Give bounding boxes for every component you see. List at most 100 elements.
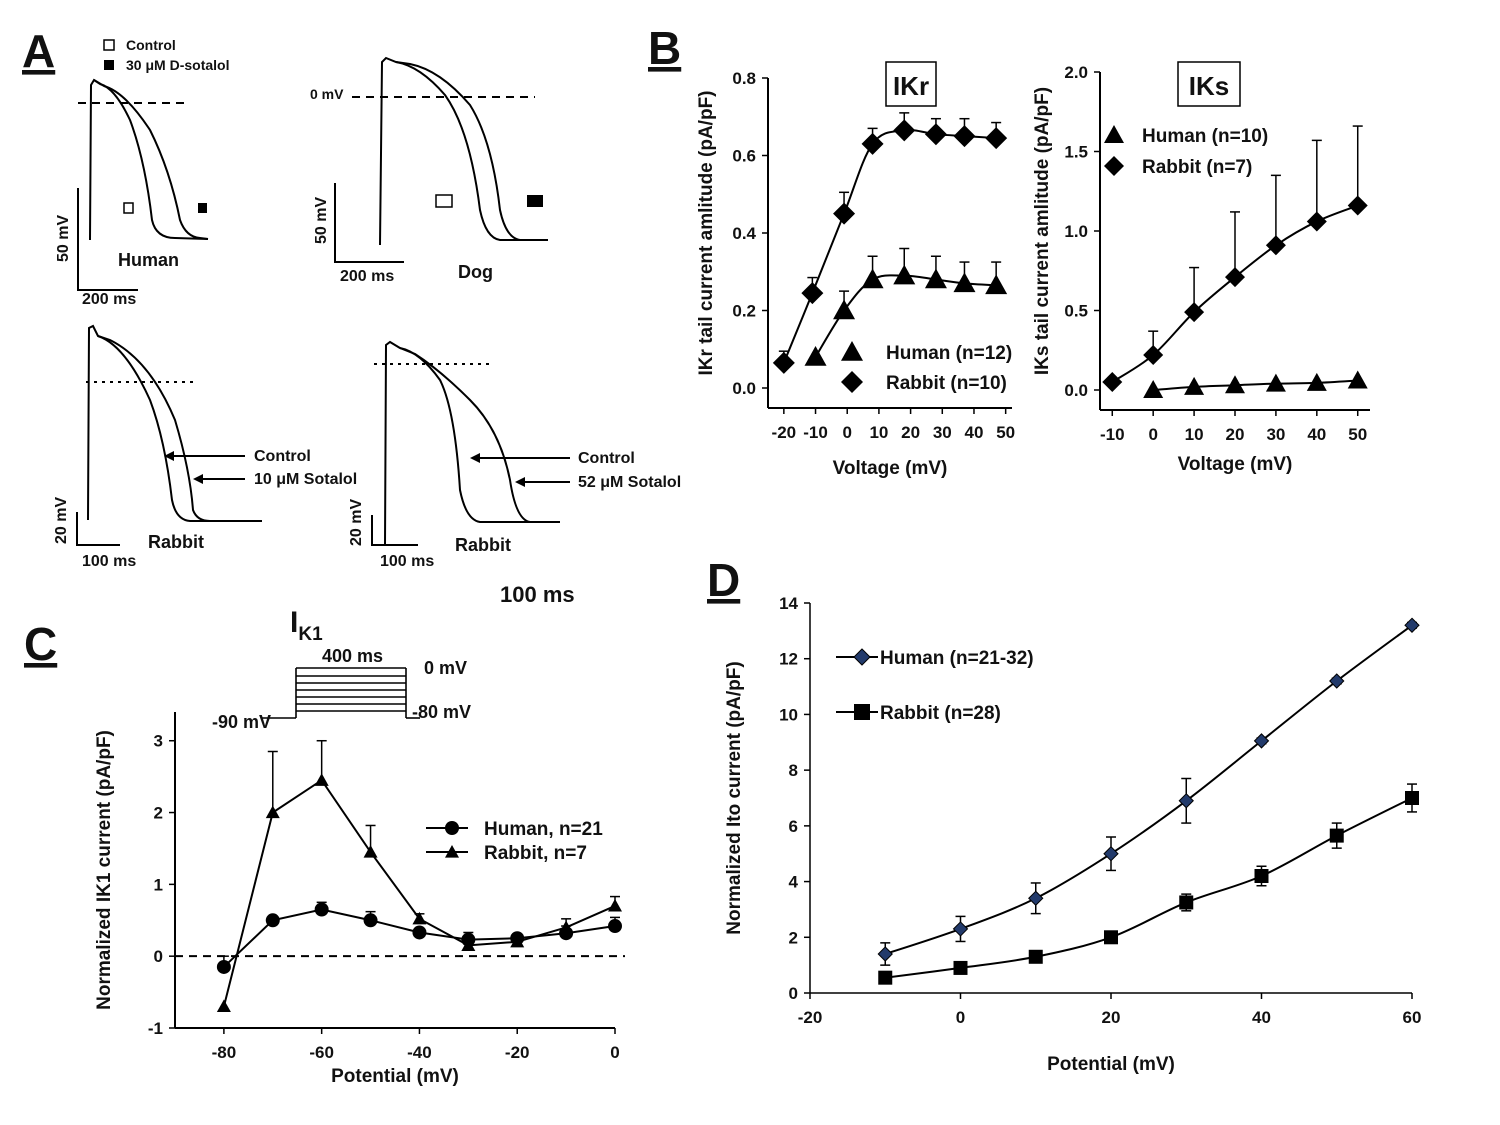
y-tick-label: 1.0 — [1064, 222, 1088, 241]
x-tick-label: 30 — [933, 423, 952, 442]
data-point — [510, 934, 525, 948]
data-point — [559, 920, 574, 934]
x-tick-label: 40 — [1252, 1008, 1271, 1027]
x-tick-label: -20 — [798, 1008, 823, 1027]
chart-title-box — [885, 61, 937, 107]
x-tick-label: 20 — [1226, 425, 1245, 444]
dog-drug-trace — [395, 61, 548, 241]
legend-label: Rabbit, n=7 — [484, 843, 587, 864]
rabbit1-control-arrowhead — [164, 451, 174, 461]
rabbit1-drug-label: 10 μM Sotalol — [254, 471, 357, 488]
data-point — [953, 125, 976, 148]
data-point — [877, 946, 893, 962]
data-point — [1347, 195, 1368, 216]
series-line — [885, 797, 1413, 979]
legend-label: Rabbit (n=7) — [1142, 157, 1252, 178]
data-point — [216, 959, 231, 974]
dog-tscale: 200 ms — [340, 268, 394, 285]
x-axis-title: Voltage (mV) — [1178, 454, 1293, 475]
data-point — [953, 272, 976, 293]
panel-d-letter: D — [707, 554, 740, 606]
data-point — [461, 938, 476, 952]
x-tick-label: -20 — [505, 1043, 530, 1062]
rabbit2-control-label: Control — [578, 450, 635, 467]
y-tick-label: 8 — [789, 761, 798, 780]
rabbit2-label: Rabbit — [455, 535, 511, 555]
y-tick-label: 10 — [779, 705, 798, 724]
data-point — [363, 845, 378, 858]
data-point — [861, 132, 884, 155]
series-line — [782, 128, 997, 364]
x-axis-title: Potential (mV) — [1047, 1054, 1175, 1075]
data-point — [1184, 302, 1205, 323]
dog-control-marker — [435, 194, 453, 208]
y-tick-label: 0.4 — [732, 224, 756, 243]
data-point — [985, 127, 1008, 150]
data-point — [772, 351, 795, 374]
dog-control-trace — [379, 56, 548, 246]
data-point — [924, 123, 947, 146]
x-tick-label: -10 — [1100, 425, 1125, 444]
panel-b-letter: B — [648, 22, 681, 74]
legend-marker — [445, 845, 459, 858]
x-tick-label: 10 — [869, 423, 888, 442]
y-tick-label: 0.2 — [732, 302, 756, 321]
protocol-steps — [262, 667, 420, 719]
y-tick-label: 0.0 — [1064, 381, 1088, 400]
rabbit2-drug-arrowhead — [515, 477, 525, 487]
panel-c-letter: C — [24, 618, 57, 670]
data-point — [1306, 372, 1327, 391]
data-point — [893, 264, 916, 285]
dog-scale-bar — [334, 183, 404, 263]
x-tick-label: 40 — [965, 423, 984, 442]
data-point — [1028, 949, 1043, 964]
y-axis-title: IKs tail current amlitude (pA/pF) — [1032, 87, 1053, 375]
data-point — [1179, 895, 1194, 910]
data-point — [893, 119, 916, 142]
legend-control-swatch — [103, 39, 115, 51]
x-tick-label: 50 — [996, 423, 1015, 442]
y-tick-label: 0 — [789, 984, 798, 1003]
chart-title-box — [1177, 61, 1241, 107]
data-point — [1404, 617, 1420, 633]
dog-drug-marker — [527, 195, 543, 207]
x-tick-label: -60 — [309, 1043, 334, 1062]
rabbit1-scale-bar — [76, 512, 120, 546]
data-point — [861, 268, 884, 289]
chart-ikr: 0.0 0.2 0.4 0.6 0.8 -20 -10 0 10 20 30 40 50 Voltage … — [696, 61, 1015, 479]
legend-marker — [841, 341, 863, 361]
y-axis-title: Normalized IK1 current (pA/pF) — [94, 730, 115, 1010]
y-tick-label: 14 — [779, 594, 798, 613]
y-tick-label: 1.5 — [1064, 143, 1088, 162]
human-label: Human — [118, 250, 179, 270]
data-point — [953, 960, 968, 975]
legend-marker — [1104, 125, 1124, 143]
x-tick-label: -80 — [212, 1043, 237, 1062]
x-tick-label: 20 — [901, 423, 920, 442]
legend-marker — [854, 704, 870, 720]
y-tick-label: 0.6 — [732, 147, 756, 166]
legend-marker — [853, 648, 871, 666]
data-point — [924, 268, 947, 289]
x-tick-label: 40 — [1307, 425, 1326, 444]
protocol-top: 0 mV — [424, 658, 467, 678]
x-tick-label: 50 — [1348, 425, 1367, 444]
data-point — [265, 805, 280, 819]
x-tick-label: 60 — [1403, 1008, 1422, 1027]
legend-label: Rabbit (n=28) — [880, 703, 1001, 724]
chart-title: IKs — [1189, 71, 1229, 101]
x-tick-label: 0 — [842, 423, 851, 442]
y-tick-label: 2.0 — [1064, 63, 1088, 82]
data-point — [1225, 267, 1245, 288]
y-tick-label: 0.8 — [732, 69, 756, 88]
panel-a-letter: A — [22, 25, 55, 77]
dog-label: Dog — [458, 262, 493, 282]
rabbit2-vscale: 20 mV — [348, 499, 365, 546]
data-point — [878, 970, 893, 985]
dog-vscale: 50 mV — [313, 197, 330, 244]
rabbit2-control-arrowhead — [470, 453, 480, 463]
x-tick-label: 0 — [1148, 425, 1157, 444]
y-tick-label: 12 — [779, 650, 798, 669]
x-tick-label: -40 — [407, 1043, 432, 1062]
